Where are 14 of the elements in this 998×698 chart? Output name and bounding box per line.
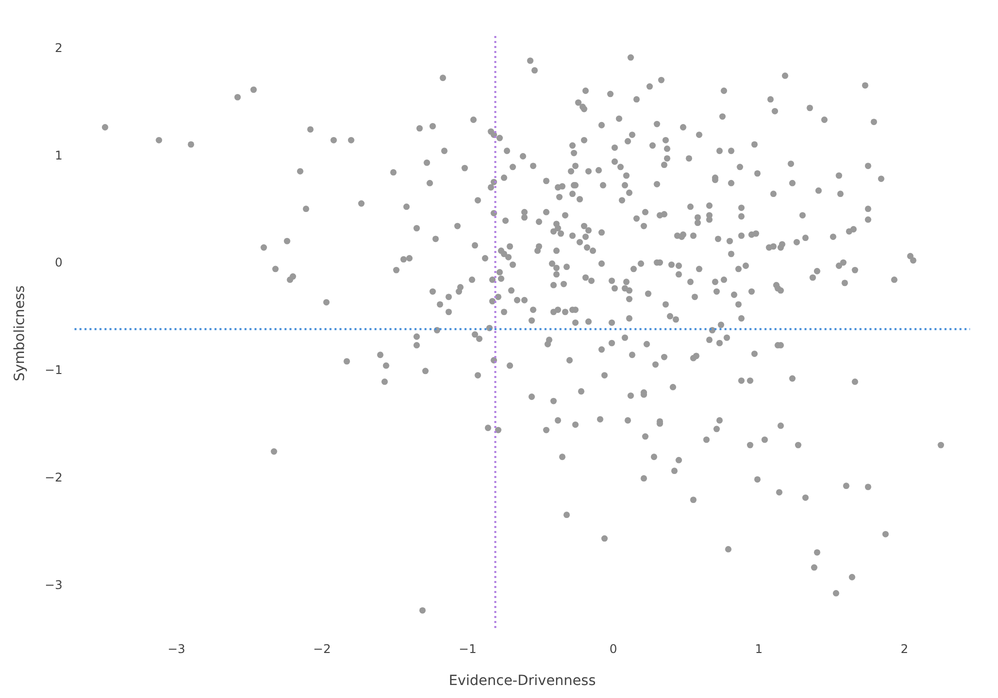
x-axis-title: Evidence-Drivenness — [448, 673, 596, 690]
x-tick-label: −1 — [458, 642, 476, 656]
x-tick-label: −2 — [313, 642, 331, 656]
y-tick-label: 1 — [54, 148, 62, 162]
x-tick-label: 1 — [755, 642, 763, 656]
y-axis-title: Symbolicness — [12, 285, 28, 382]
y-tick-label: 0 — [54, 256, 62, 270]
y-tick-label: −1 — [44, 363, 62, 378]
x-tick-label: 0 — [609, 642, 618, 656]
y-tick-label: −3 — [44, 578, 62, 592]
x-tick-label: 2 — [900, 642, 908, 656]
y-tick-label: 2 — [54, 41, 62, 56]
y-tick-label: −2 — [44, 470, 62, 484]
x-tick-label: −3 — [168, 642, 186, 656]
